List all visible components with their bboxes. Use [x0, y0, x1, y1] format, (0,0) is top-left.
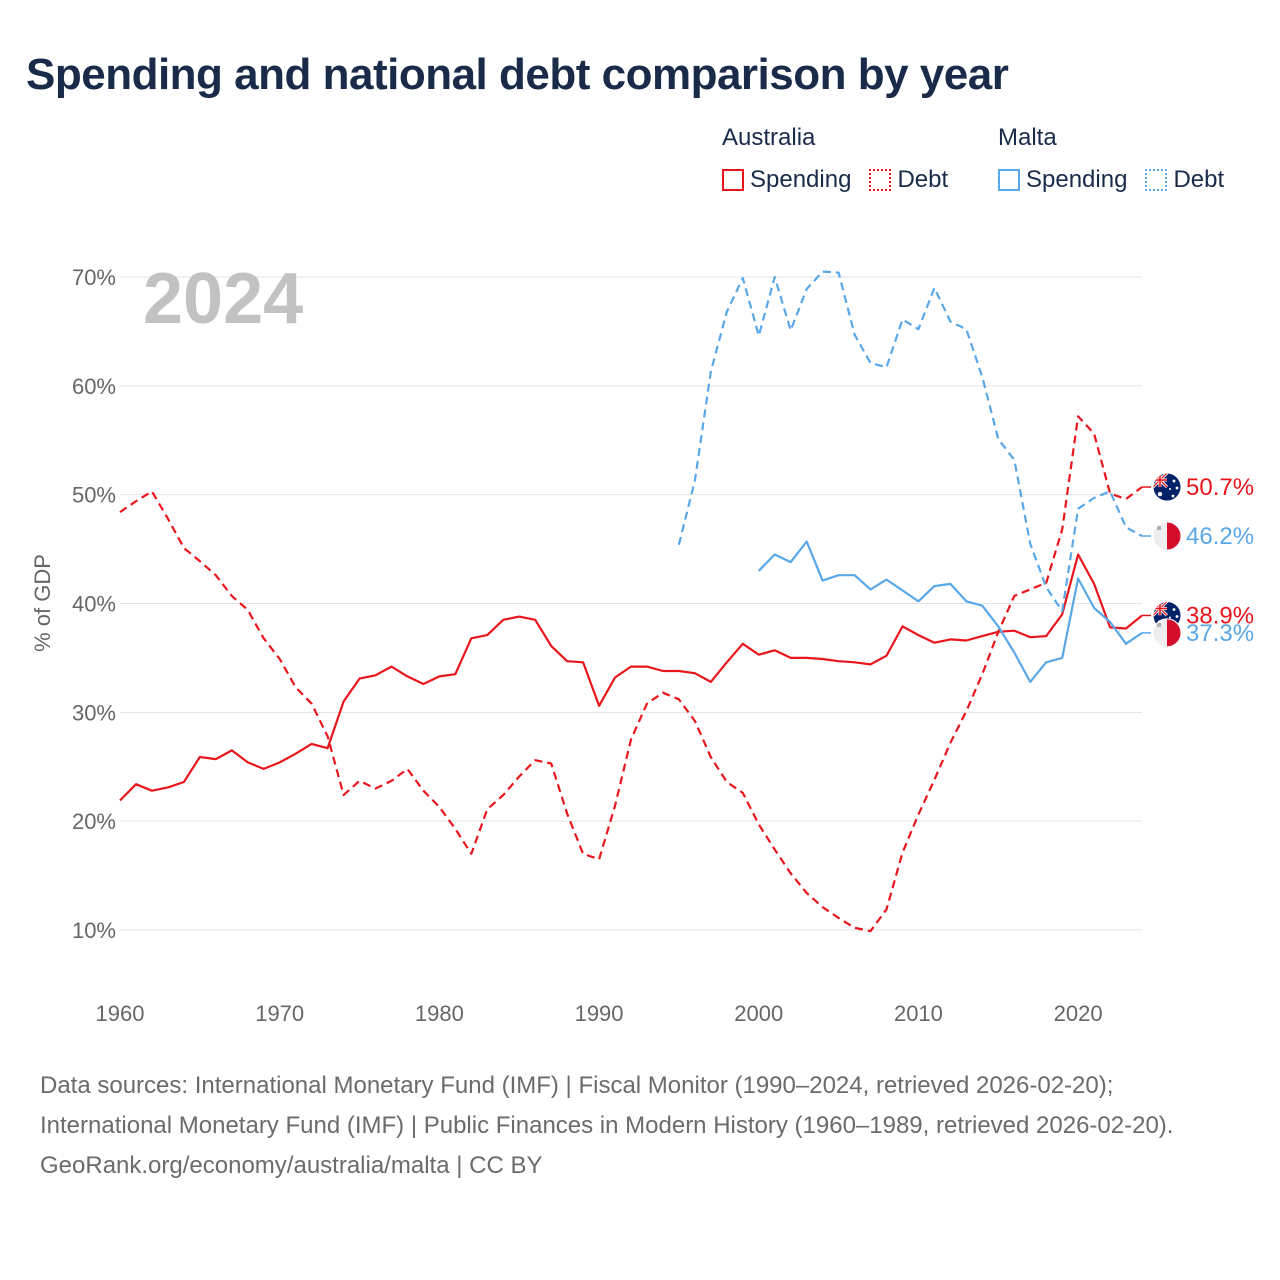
y-tick-label: 20% — [72, 809, 116, 834]
legend-item-malta-spending[interactable]: Spending — [998, 166, 1127, 194]
legend-group-name: Australia — [722, 124, 816, 151]
end-value-label: 46.2% — [1186, 523, 1254, 550]
legend-label: Debt — [897, 166, 949, 193]
x-tick-label: 1970 — [255, 1001, 304, 1026]
series-line[interactable] — [758, 540, 1143, 684]
series-line[interactable] — [119, 553, 1143, 802]
series-line[interactable] — [119, 415, 1143, 933]
source-link[interactable]: GeoRank.org/economy/australia/malta | CC… — [40, 1152, 543, 1179]
x-tick-label: 2000 — [734, 1001, 783, 1026]
end-value-label: 38.9% — [1186, 602, 1254, 629]
legend-label: Spending — [1026, 166, 1128, 193]
legend-item-australia-spending[interactable]: Spending — [722, 166, 851, 194]
y-tick-label: 70% — [72, 265, 116, 290]
x-tick-label: 2020 — [1054, 1001, 1103, 1026]
flag-outline — [1152, 521, 1182, 551]
x-tick-label: 1990 — [575, 1001, 624, 1026]
flag-outline — [1152, 618, 1182, 648]
australia-flag-icon — [1153, 473, 1181, 502]
x-tick-label: 1960 — [96, 1001, 145, 1026]
legend-swatch-solid — [998, 169, 1020, 191]
axes: 10% 20% 30% 40% 50% 60% 70% 1960 1970 1980 1990 200… — [72, 265, 1103, 1026]
end-value-label: 37.3% — [1186, 620, 1254, 647]
data-sources: Data sources: International Monetary Fun… — [40, 1072, 1174, 1139]
y-tick-label: 50% — [72, 483, 116, 508]
chart-title: Spending and national debt comparison by… — [26, 50, 1009, 99]
series-line[interactable] — [677, 270, 1143, 613]
legend-item-malta-debt[interactable]: Debt — [1145, 166, 1224, 194]
legend-swatch-dotted — [1145, 169, 1168, 191]
x-tick-label: 1980 — [415, 1001, 464, 1026]
end-value-label: 50.7% — [1186, 474, 1254, 501]
y-axis-label: % of GDP — [30, 554, 55, 652]
legend-swatch-dotted — [869, 169, 892, 191]
series-group — [119, 270, 1143, 933]
y-tick-label: 10% — [72, 918, 116, 943]
gridlines — [120, 276, 1142, 931]
x-tick-label: 2010 — [894, 1001, 943, 1026]
y-tick-label: 60% — [72, 374, 116, 399]
flag-outline — [1152, 472, 1182, 502]
legend-item-australia-debt[interactable]: Debt — [869, 166, 948, 194]
y-tick-label: 30% — [72, 700, 116, 725]
legend-swatch-solid — [722, 169, 744, 191]
malta-flag-icon — [1153, 618, 1181, 647]
legend-label: Debt — [1173, 166, 1225, 193]
line-chart: 2024 10% 20% 30% 40% 50% 60% 70% 1960 1970 1980 19… — [30, 259, 1254, 1026]
y-tick-label: 40% — [72, 592, 116, 617]
legend-label: Spending — [750, 166, 852, 193]
legend-group-australia: Australia Spending Debt — [722, 124, 966, 194]
footer: Data sources: International Monetary Fun… — [40, 1066, 1250, 1186]
malta-flag-icon — [1153, 522, 1181, 551]
legend-group-malta: Malta Spending Debt — [998, 124, 1242, 194]
end-labels: 38.9% 50.7% 37.3% 46.2% — [1142, 472, 1254, 648]
legend-group-name: Malta — [998, 124, 1057, 151]
year-watermark: 2024 — [143, 259, 303, 339]
